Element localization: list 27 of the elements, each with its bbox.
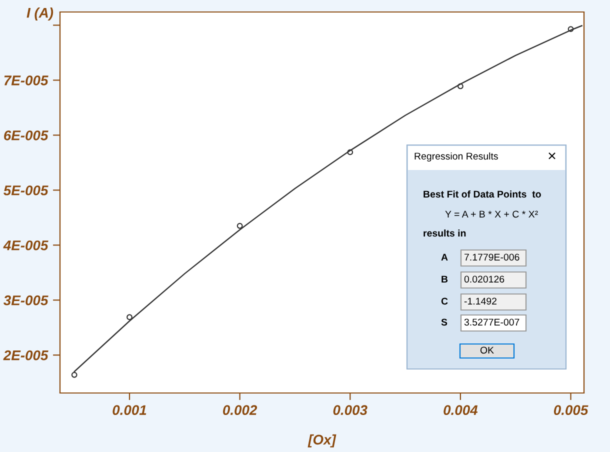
annotation: B [442,276,448,283]
y-axis-title: I (A) [26,8,54,20]
annotation: -1.1492 [464,298,496,305]
annotation: results in [424,229,466,237]
x-tick-label: 0.005 [554,405,588,416]
x-tick-label: 0.004 [444,405,478,416]
x-tick-label: 0.002 [223,405,258,416]
annotation: 0.020126 [464,276,504,283]
y-tick-label: 4E-005 [3,240,48,250]
annotation: Best Fit of Data Points to [424,190,541,198]
x-tick-label: 0.003 [333,405,368,416]
x-tick-label: 0.001 [112,405,146,416]
y-tick-label: 7E-005 [4,76,48,86]
x-axis-title: [Ox] [308,434,336,448]
y-tick-label: 5E-005 [4,185,48,196]
y-tick-label: 3E-005 [4,295,48,306]
y-tick-label: 2E-005 [3,350,48,360]
annotation: OK [480,346,494,354]
annotation: 3.5277E-007 [464,318,520,326]
annotation: Y = A + B * X + C * X² [445,210,538,218]
y-tick-label: 6E-005 [4,130,48,140]
annotation: A [441,254,448,261]
annotation: Regression Results [414,152,498,162]
annotation: S [441,318,448,326]
annotation: C [441,298,448,305]
annotation: × [548,152,556,160]
annotation: 7.1779E-006 [464,254,520,261]
